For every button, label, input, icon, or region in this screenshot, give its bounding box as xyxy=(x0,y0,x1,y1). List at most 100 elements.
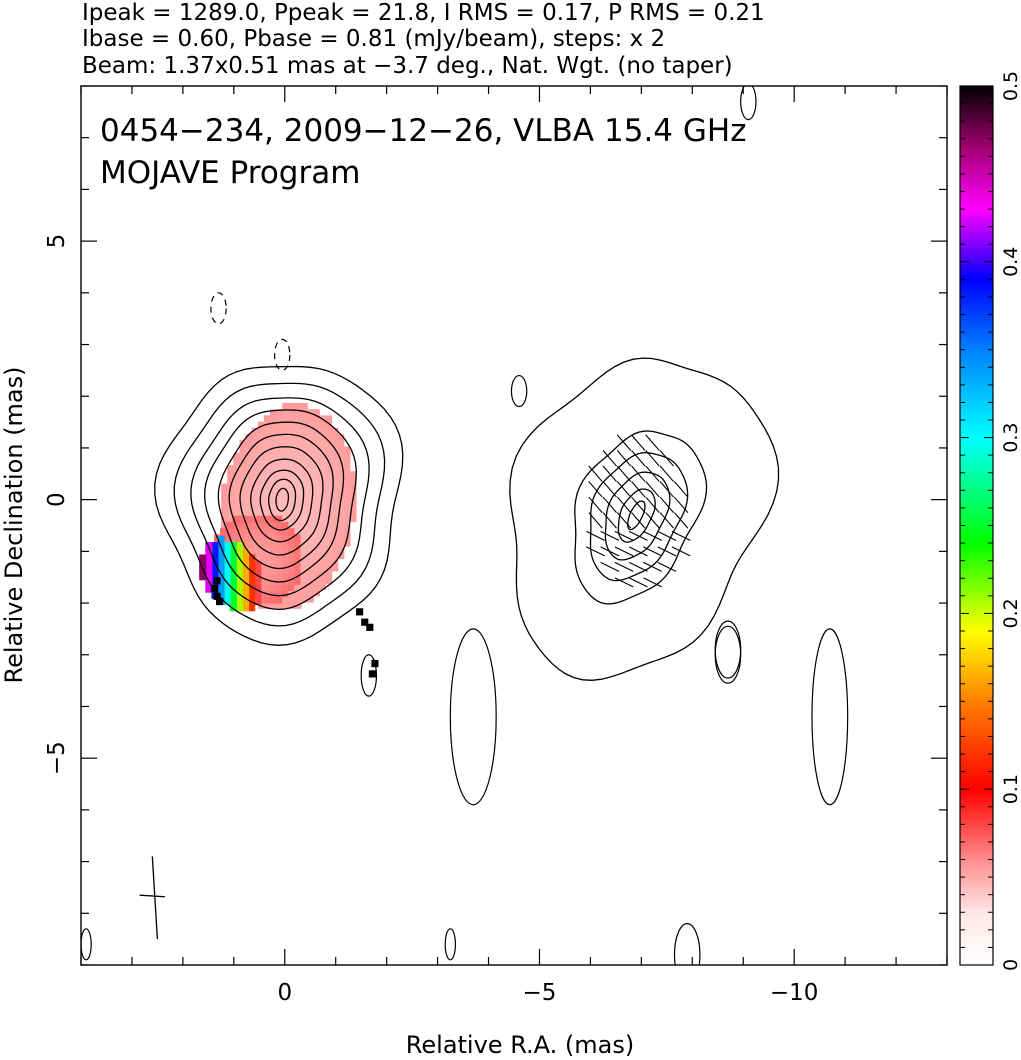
polarization-pixel xyxy=(318,421,327,429)
polarization-pixel xyxy=(293,577,301,585)
polarization-pixel xyxy=(300,576,308,584)
polarization-pixel xyxy=(312,533,320,541)
polarization-pixel xyxy=(312,564,320,572)
polarization-pixel xyxy=(325,520,333,529)
polarization-pixel xyxy=(282,508,290,516)
polarization-pixel xyxy=(306,539,314,547)
polarization-pixel xyxy=(293,565,301,573)
polarization-pixel xyxy=(300,502,308,510)
polarization-pixel xyxy=(257,471,265,479)
polarization-pixel xyxy=(270,458,278,467)
polarization-pixel xyxy=(288,502,296,510)
polarization-pixel xyxy=(251,446,259,454)
polarization-pixel xyxy=(263,471,272,479)
polarization-pixel xyxy=(256,528,264,536)
polarization-pixel xyxy=(337,489,345,498)
polarization-pixel xyxy=(325,452,333,460)
polarization-pixel xyxy=(281,583,289,592)
polarization-pixel xyxy=(221,496,229,504)
polarization-pixel xyxy=(337,433,345,442)
polarization-pixel xyxy=(287,559,295,567)
polarization-pixel xyxy=(238,534,246,542)
polarization-pixel xyxy=(227,477,235,485)
noise-contour xyxy=(811,628,849,806)
polarization-pixel xyxy=(306,471,314,479)
polarization-pixel xyxy=(287,528,295,536)
polarization-pixel xyxy=(331,458,339,467)
polarization-pixel xyxy=(325,471,333,479)
polarization-pixel xyxy=(270,508,278,516)
polarization-pixel xyxy=(356,608,364,616)
polarization-pixel xyxy=(337,483,345,491)
polarization-pixel xyxy=(276,415,284,423)
polarization-pixel xyxy=(251,483,259,491)
polarization-pixel xyxy=(233,496,241,504)
evpa-vector xyxy=(657,546,677,557)
polarization-pixel xyxy=(293,552,301,561)
polarization-pixel xyxy=(343,489,351,498)
polarization-pixel xyxy=(282,409,290,417)
contour-line xyxy=(259,469,305,531)
polarization-pixel xyxy=(282,489,290,498)
polarization-pixel xyxy=(325,570,333,578)
polarization-pixel xyxy=(254,579,262,587)
polarization-pixel xyxy=(239,496,247,504)
evpa-vector xyxy=(600,546,620,557)
polarization-pixel xyxy=(325,508,333,516)
plot-frame xyxy=(80,85,948,966)
polarization-pixel xyxy=(270,421,278,429)
polarization-pixel xyxy=(263,483,272,491)
polarization-pixel xyxy=(238,521,246,530)
polarization-pixel xyxy=(245,502,253,510)
noise-contour xyxy=(210,292,227,325)
polarization-pixel xyxy=(343,458,351,467)
polarization-pixel xyxy=(251,508,259,516)
polarization-pixel xyxy=(248,579,256,587)
x-tick-label: −10 xyxy=(770,980,819,1006)
polarization-pixel xyxy=(312,520,320,529)
polarization-pixel xyxy=(235,566,243,575)
polarization-pixel xyxy=(337,551,345,560)
polarization-pixel xyxy=(245,440,253,448)
polarization-pixel xyxy=(325,527,333,535)
polarization-pixel xyxy=(312,477,320,485)
polarization-pixel xyxy=(312,446,320,454)
polarization-pixel xyxy=(257,477,265,485)
evpa-vector xyxy=(645,434,660,451)
polarization-pixel xyxy=(276,601,284,609)
polarization-pixel xyxy=(343,477,351,485)
polarization-pixel xyxy=(235,597,243,606)
polarization-pixel xyxy=(250,521,258,530)
beam-minor-axis xyxy=(139,894,166,898)
polarization-pixel xyxy=(306,427,314,435)
contour-line xyxy=(574,430,708,605)
polarization-pixel xyxy=(223,597,231,606)
polarization-pixel xyxy=(281,559,289,567)
polarization-pixel xyxy=(331,558,339,566)
polarization-pixel xyxy=(306,514,314,522)
polarization-pixel xyxy=(257,458,265,467)
evpa-vector xyxy=(616,512,632,529)
polarization-pixel xyxy=(248,585,256,593)
polarization-pixel xyxy=(287,552,295,561)
polarization-pixel xyxy=(257,496,265,504)
polarization-pixel xyxy=(241,573,250,581)
polarization-pixel xyxy=(235,573,243,581)
polarization-pixel xyxy=(300,564,308,572)
polarization-pixel xyxy=(263,452,272,460)
evpa-vector xyxy=(616,481,632,498)
polarization-pixel xyxy=(254,560,262,568)
polarization-pixel xyxy=(215,597,224,606)
polarization-pixel xyxy=(232,515,240,523)
polarization-pixel xyxy=(270,601,278,609)
contour-line xyxy=(509,357,780,681)
polarization-pixel xyxy=(262,515,270,523)
polarization-pixel xyxy=(275,552,283,561)
polarization-pixel xyxy=(275,515,283,523)
polarization-pixel xyxy=(257,452,265,460)
polarization-pixel xyxy=(251,489,259,498)
polarization-pixel xyxy=(244,515,252,523)
y-axis-label: Relative Declination (mas) xyxy=(0,366,28,683)
evpa-vector xyxy=(600,561,620,572)
polarization-pixel xyxy=(268,559,277,567)
